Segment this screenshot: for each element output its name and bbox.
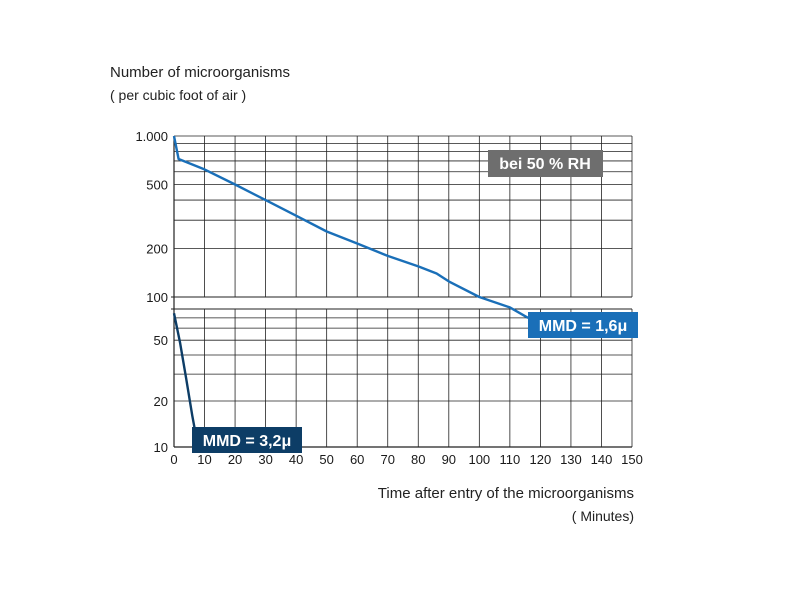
y-tick-label: 200 <box>146 242 168 257</box>
series-line-1 <box>172 135 529 319</box>
series-label-2-box <box>192 427 302 453</box>
condition-label: bei 50 % RH <box>499 156 591 173</box>
x-tick-label: 70 <box>380 452 394 467</box>
x-tick-label: 50 <box>319 452 333 467</box>
x-tick-label: 80 <box>411 452 425 467</box>
series-label-1: MMD = 1,6μ <box>539 318 627 335</box>
x-tick-label: 60 <box>350 452 364 467</box>
y-axis-unit: ( per cubic foot of air ) <box>110 87 247 103</box>
x-tick-label: 90 <box>442 452 456 467</box>
x-tick-label: 20 <box>228 452 242 467</box>
x-tick-label: 130 <box>560 452 582 467</box>
x-tick-label: 100 <box>468 452 490 467</box>
y-axis-label: Number of microorganisms <box>110 64 291 81</box>
x-tick-label: 0 <box>170 452 177 467</box>
y-tick-label: 100 <box>146 290 168 305</box>
y-tick-label: 10 <box>154 440 168 455</box>
y-tick-label: 500 <box>146 177 168 192</box>
series-label-1-box <box>528 312 638 338</box>
x-tick-label: 40 <box>289 452 303 467</box>
x-tick-label: 110 <box>499 452 520 467</box>
series-line-2 <box>172 313 199 441</box>
y-tick-label: 50 <box>154 333 168 348</box>
x-tick-label: 150 <box>621 452 643 467</box>
series-label-2: MMD = 3,2μ <box>203 433 291 450</box>
x-tick-label: 30 <box>258 452 272 467</box>
condition-label-box <box>488 150 603 177</box>
x-tick-label: 10 <box>197 452 211 467</box>
y-tick-label: 20 <box>154 394 168 409</box>
x-tick-label: 120 <box>530 452 552 467</box>
y-tick-label: 1.000 <box>135 129 168 144</box>
x-axis-unit: ( Minutes) <box>571 508 634 524</box>
x-axis-label: Time after entry of the microorganisms <box>377 485 634 502</box>
x-tick-label: 140 <box>591 452 613 467</box>
